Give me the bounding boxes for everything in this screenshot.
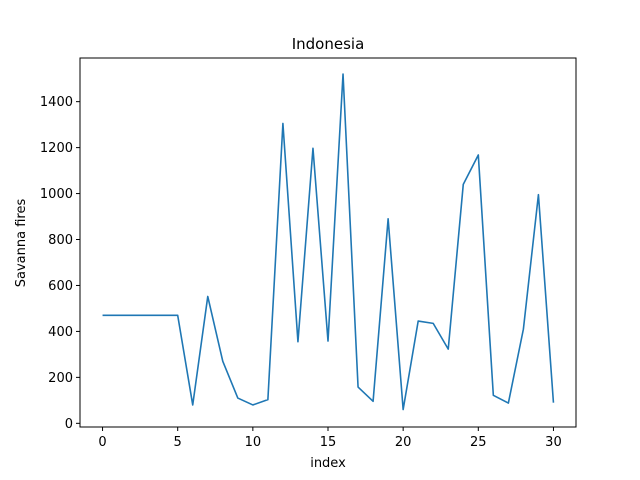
y-tick-label: 0 [65, 417, 73, 432]
x-tick-label: 5 [174, 435, 182, 450]
x-tick-label: 10 [245, 435, 262, 450]
x-axis-label: index [310, 456, 346, 471]
y-axis: 0 200 400 600 800 1000 1200 1400 [40, 95, 80, 432]
plot-frame [79, 57, 577, 428]
y-tick-label: 600 [48, 279, 73, 294]
x-tick-label: 25 [470, 435, 487, 450]
y-axis-label: Savanna fires [14, 199, 29, 288]
plot-area [102, 73, 555, 411]
y-tick-label: 800 [48, 233, 73, 248]
y-tick-label: 400 [48, 325, 73, 340]
chart-title: Indonesia [292, 35, 365, 53]
x-tick-label: 20 [395, 435, 412, 450]
y-tick-label: 1200 [40, 141, 73, 156]
y-tick-label: 1000 [40, 187, 73, 202]
x-axis: 0 5 10 15 20 25 30 [98, 427, 562, 450]
x-tick-label: 0 [98, 435, 106, 450]
series-line-0 [102, 73, 555, 411]
x-tick-label: 15 [320, 435, 337, 450]
y-tick-label: 200 [48, 371, 73, 386]
y-tick-label: 1400 [40, 95, 73, 110]
x-tick-label: 30 [545, 435, 562, 450]
